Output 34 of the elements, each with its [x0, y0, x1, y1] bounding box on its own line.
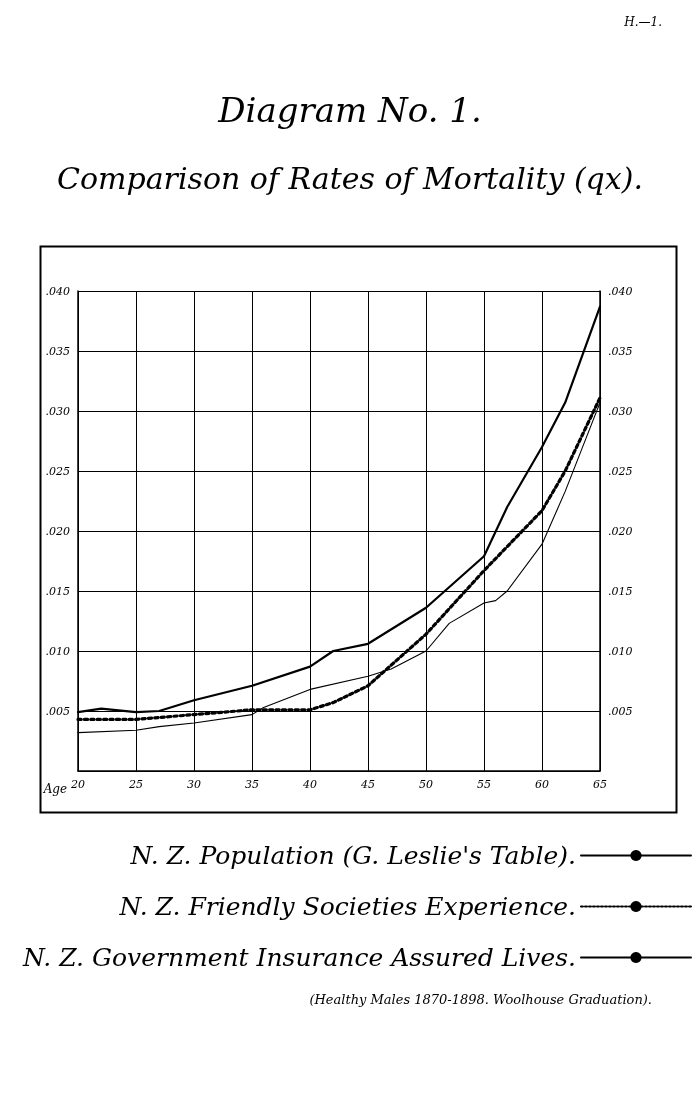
x-tick-label: 25: [128, 778, 143, 791]
y-tick-label: .030: [45, 404, 70, 418]
x-tick-label: 60: [535, 778, 549, 791]
y2-tick-label: .040: [608, 284, 633, 298]
x-tick-label: 65: [593, 778, 607, 791]
x-tick-label: 35: [245, 778, 259, 791]
y2-tick-label: .025: [608, 464, 633, 478]
y-tick-label: .005: [45, 704, 70, 718]
y-tick-label: .010: [45, 644, 70, 658]
x-axis-title: Age: [42, 782, 68, 796]
x-tick-label: 30: [187, 778, 201, 791]
legend-label: N. Z. Population (G. Leslie's Table).: [129, 841, 576, 870]
y-tick-label: .025: [45, 464, 70, 478]
y-tick-label: .040: [45, 284, 70, 298]
x-tick-label: 20: [70, 778, 85, 791]
y-tick-label: .035: [45, 344, 70, 358]
chart-title: Diagram No. 1.: [217, 90, 482, 130]
y2-tick-label: .015: [608, 584, 633, 598]
x-tick-label: 55: [477, 778, 491, 791]
y-tick-label: .020: [45, 524, 70, 538]
y2-tick-label: .010: [608, 644, 633, 658]
chart-subtitle: Comparison of Rates of Mortality (qx).: [57, 160, 643, 196]
text: (Healthy Males 1870-1898. Woolhouse Graduation).: [309, 992, 653, 1007]
x-tick-label: 50: [419, 778, 433, 791]
legend-label: N. Z. Friendly Societies Experience.: [118, 892, 576, 921]
legend-label: N. Z. Government Insurance Assured Lives.: [21, 943, 576, 972]
text: H.—1.: [623, 15, 663, 29]
y2-tick-label: .030: [608, 404, 633, 418]
x-tick-label: 45: [360, 778, 375, 791]
y2-tick-label: .035: [608, 344, 633, 358]
y2-tick-label: .005: [608, 704, 633, 718]
y-tick-label: .015: [45, 584, 70, 598]
y2-tick-label: .020: [608, 524, 633, 538]
x-tick-label: 40: [302, 778, 317, 791]
